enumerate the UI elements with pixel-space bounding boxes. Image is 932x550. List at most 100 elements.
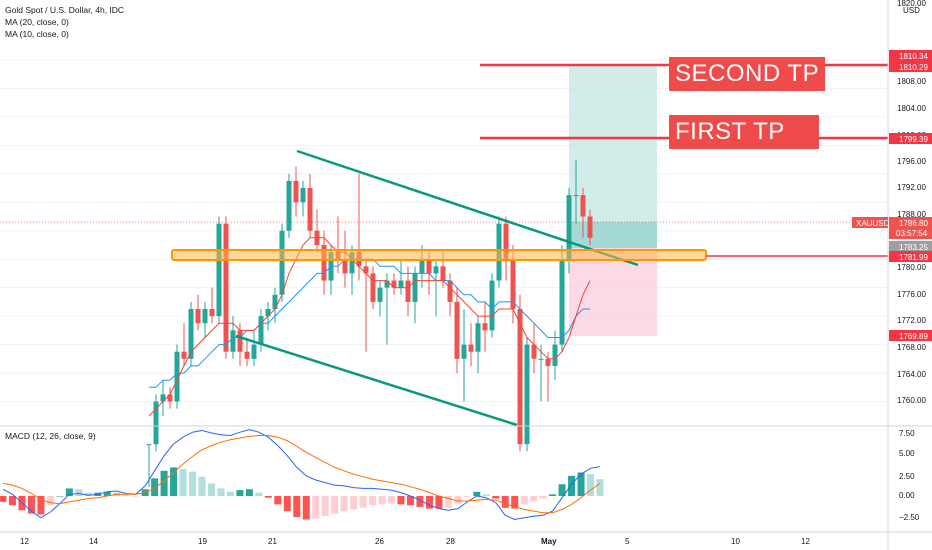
candle-body[interactable] bbox=[342, 259, 348, 274]
candle-body[interactable] bbox=[559, 259, 565, 345]
candle-body[interactable] bbox=[531, 344, 537, 359]
candle-body[interactable] bbox=[153, 401, 159, 445]
macd-histogram-bar bbox=[492, 496, 500, 499]
candle-body[interactable] bbox=[195, 309, 201, 324]
macd-tick: −2.50 bbox=[899, 513, 920, 522]
candle-body[interactable] bbox=[377, 287, 383, 302]
candle-body[interactable] bbox=[419, 259, 425, 274]
candlestick-series bbox=[146, 159, 593, 487]
channel-lower-trendline[interactable] bbox=[235, 334, 518, 427]
candle-body[interactable] bbox=[384, 280, 390, 288]
macd-tick: 5.00 bbox=[899, 449, 915, 458]
support-tag: 1781.99 bbox=[899, 253, 928, 262]
candle-body[interactable] bbox=[468, 344, 474, 352]
macd-histogram-bar bbox=[217, 488, 225, 496]
candle-body[interactable] bbox=[258, 316, 264, 345]
candle-body[interactable] bbox=[279, 230, 285, 295]
candle-body[interactable] bbox=[524, 344, 530, 445]
candle-body[interactable] bbox=[307, 188, 313, 231]
macd-histogram-bar bbox=[255, 492, 263, 496]
candle-body[interactable] bbox=[181, 351, 187, 359]
macd-tick: 2.50 bbox=[899, 472, 915, 481]
macd-tick: 0.00 bbox=[899, 491, 915, 500]
candle-body[interactable] bbox=[405, 280, 411, 302]
candle-body[interactable] bbox=[230, 330, 236, 352]
macd-legend: MACD (12, 26, close, 9) bbox=[5, 430, 96, 442]
profit-zone-near bbox=[569, 222, 657, 248]
candle-body[interactable] bbox=[552, 344, 558, 366]
time-label: 12 bbox=[20, 537, 29, 546]
candle-body[interactable] bbox=[349, 252, 355, 274]
candle-body[interactable] bbox=[545, 358, 551, 366]
candle-body[interactable] bbox=[237, 330, 243, 352]
candle-body[interactable] bbox=[461, 344, 467, 359]
candle-body[interactable] bbox=[188, 309, 194, 359]
symbol-title[interactable]: Gold Spot / U.S. Dollar, 4h, IDC bbox=[5, 5, 125, 15]
candle-body[interactable] bbox=[398, 280, 404, 288]
time-label: 28 bbox=[446, 537, 455, 546]
candle-body[interactable] bbox=[209, 309, 215, 317]
candle-body[interactable] bbox=[223, 223, 229, 352]
candle-body[interactable] bbox=[363, 266, 369, 274]
candle-body[interactable] bbox=[587, 216, 593, 238]
macd-histogram-bar bbox=[397, 496, 405, 505]
second-tp-label[interactable]: SECOND TP bbox=[669, 57, 826, 91]
time-label: May bbox=[541, 537, 557, 546]
macd-histogram-bar bbox=[558, 484, 566, 496]
candle-body[interactable] bbox=[517, 309, 523, 445]
macd-histogram-bar bbox=[302, 496, 310, 520]
macd-histogram-bar bbox=[189, 471, 197, 496]
candle-body[interactable] bbox=[272, 294, 278, 310]
candle-body[interactable] bbox=[447, 280, 453, 302]
macd-legend-label[interactable]: MACD (12, 26, close, 9) bbox=[5, 431, 96, 441]
support-zone[interactable] bbox=[171, 249, 707, 261]
candle-body[interactable] bbox=[503, 223, 509, 260]
candle-body[interactable] bbox=[265, 309, 271, 317]
candle-body[interactable] bbox=[174, 351, 180, 402]
candle-body[interactable] bbox=[216, 223, 222, 317]
macd-histogram-bar bbox=[416, 496, 424, 507]
candle-body[interactable] bbox=[202, 309, 208, 324]
candle-body[interactable] bbox=[440, 266, 446, 281]
candle-body[interactable] bbox=[321, 244, 327, 281]
loss-zone bbox=[569, 248, 657, 336]
candle-body[interactable] bbox=[146, 444, 152, 446]
second-tp-top-tag: 1810.34 bbox=[899, 52, 928, 61]
candle-body[interactable] bbox=[412, 273, 418, 302]
candle-body[interactable] bbox=[580, 195, 586, 217]
stop-tag: 1769.89 bbox=[899, 332, 928, 341]
macd-histogram-bar bbox=[160, 470, 168, 496]
channel-upper-trendline[interactable] bbox=[296, 149, 639, 267]
candle-body[interactable] bbox=[293, 180, 299, 203]
candle-body[interactable] bbox=[370, 273, 376, 302]
macd-histogram-bar bbox=[37, 496, 45, 515]
candle-body[interactable] bbox=[160, 394, 166, 402]
candle-body[interactable] bbox=[391, 280, 397, 288]
candle-body[interactable] bbox=[566, 195, 572, 260]
ma20-legend[interactable]: MA (20, close, 0) bbox=[5, 17, 69, 27]
first-tp-tag: 1799.39 bbox=[899, 135, 928, 144]
candle-body[interactable] bbox=[244, 351, 250, 359]
macd-histogram-bar bbox=[340, 496, 348, 512]
macd-histogram-bar bbox=[549, 494, 557, 496]
candle-body[interactable] bbox=[573, 195, 579, 197]
ma10-legend[interactable]: MA (10, close, 0) bbox=[5, 29, 69, 39]
candle-body[interactable] bbox=[510, 259, 516, 310]
candle-body[interactable] bbox=[538, 358, 544, 360]
macd-scale[interactable]: 7.50 5.00 2.50 0.00 −2.50 bbox=[899, 429, 920, 522]
first-tp-label[interactable]: FIRST TP bbox=[669, 115, 819, 149]
candle-body[interactable] bbox=[426, 259, 432, 274]
candle-body[interactable] bbox=[251, 344, 257, 359]
candle-body[interactable] bbox=[433, 266, 439, 274]
candle-body[interactable] bbox=[482, 323, 488, 331]
candle-body[interactable] bbox=[167, 394, 173, 402]
candle-body[interactable] bbox=[286, 180, 292, 231]
candle-body[interactable] bbox=[300, 188, 306, 203]
candle-body[interactable] bbox=[489, 280, 495, 331]
candle-body[interactable] bbox=[454, 301, 460, 359]
time-axis[interactable]: 12 14 19 21 26 28 May 5 10 12 bbox=[20, 537, 810, 546]
macd-histogram-bar bbox=[520, 496, 528, 505]
macd-histogram-bar bbox=[321, 496, 329, 517]
candle-body[interactable] bbox=[475, 323, 481, 352]
